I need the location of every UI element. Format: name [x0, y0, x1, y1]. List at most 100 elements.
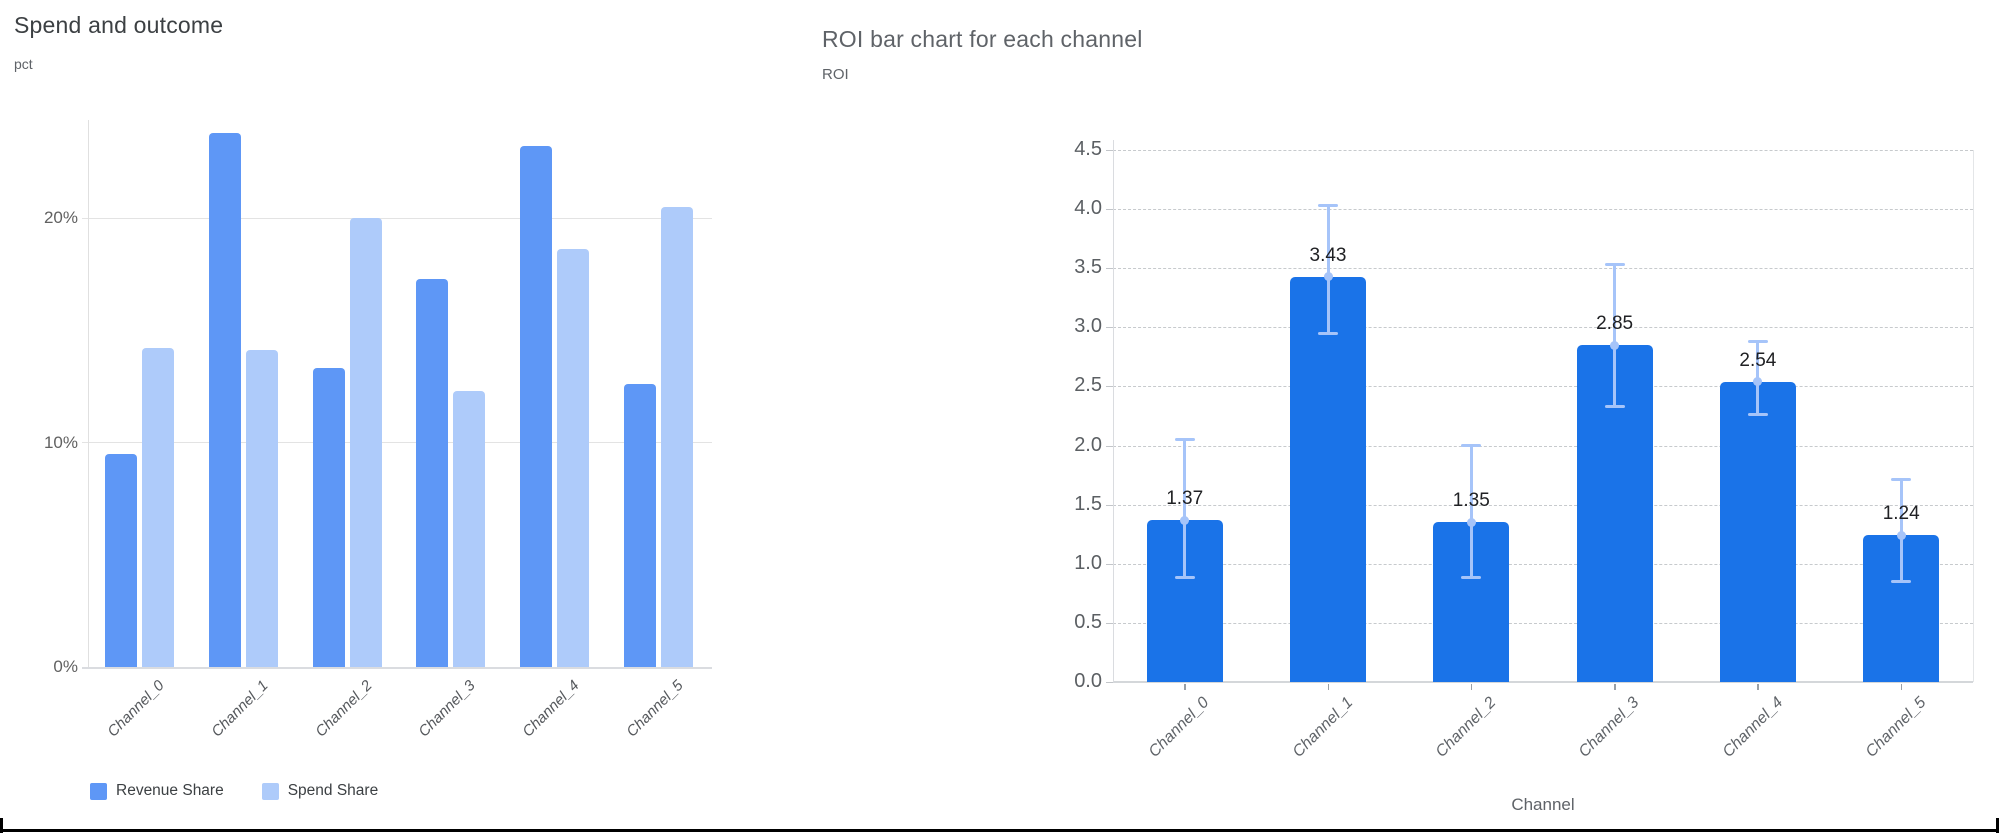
spend-share-legend-label: Spend Share — [287, 782, 379, 799]
right-x-tick-mark-channel_1 — [1327, 684, 1329, 690]
right-x-tick-mark-channel_4 — [1757, 684, 1759, 690]
error-bar-cap-bottom-channel_1 — [1318, 331, 1338, 335]
right-y-tick-mark-0.5 — [1106, 622, 1113, 624]
bar-revenue-share-channel_1 — [209, 132, 241, 667]
right-x-tick-mark-channel_2 — [1470, 684, 1473, 690]
right-plot-right-border — [1973, 150, 1974, 682]
right-y-tick-2.5: 2.5 — [1074, 374, 1102, 397]
legend-item-revenue-share: Revenue Share — [90, 782, 224, 800]
right-gridline-3.0 — [1113, 327, 1973, 329]
error-bar-cap-top-channel_5 — [1891, 478, 1912, 482]
error-bar-dot-channel_4 — [1753, 377, 1763, 387]
right-x-axis-line — [1113, 681, 1973, 683]
bottom-divider — [0, 829, 1999, 832]
right-gridline-2.5 — [1113, 386, 1973, 388]
bar-revenue-share-channel_3 — [416, 278, 449, 667]
bar-spend-share-channel_1 — [246, 350, 278, 667]
bar-spend-share-channel_0 — [142, 348, 175, 667]
error-bar-cap-top-channel_2 — [1461, 444, 1482, 448]
left-y-tick-0%: 0% — [53, 657, 78, 676]
left-gridline-0% — [82, 666, 712, 669]
error-bar-cap-top-channel_1 — [1318, 204, 1338, 208]
value-label-channel_3: 2.85 — [1596, 313, 1634, 335]
right-y-tick-1.0: 1.0 — [1074, 551, 1102, 574]
error-bar-line-channel_3 — [1613, 264, 1617, 407]
right-chart-y-axis-title: ROI — [822, 66, 849, 83]
right-gridline-1.0 — [1113, 563, 1973, 565]
right-y-tick-3.5: 3.5 — [1074, 256, 1102, 279]
error-bar-line-channel_2 — [1469, 445, 1473, 578]
right-y-tick-mark-4.5 — [1106, 150, 1113, 151]
bar-spend-share-channel_2 — [349, 218, 382, 667]
left-gridline-10% — [82, 442, 712, 443]
error-bar-dot-channel_5 — [1896, 530, 1906, 540]
error-bar-cap-bottom-channel_0 — [1174, 576, 1195, 580]
left-chart-legend: Revenue Share Spend Share — [90, 782, 378, 800]
value-label-channel_4: 2.54 — [1739, 349, 1777, 371]
bar-revenue-share-channel_4 — [520, 146, 553, 667]
right-y-tick-mark-4.0 — [1106, 209, 1113, 211]
left-x-label-channel_2: Channel_2 — [311, 677, 376, 741]
value-label-channel_0: 1.37 — [1166, 488, 1204, 510]
error-bar-cap-top-channel_3 — [1604, 263, 1625, 267]
right-x-tick-mark-channel_3 — [1614, 684, 1616, 690]
right-x-label-channel_5: Channel_5 — [1862, 694, 1930, 761]
right-x-label-channel_1: Channel_1 — [1289, 694, 1357, 761]
right-x-label-channel_2: Channel_2 — [1432, 694, 1500, 761]
bottom-right-edge — [1996, 818, 1999, 833]
right-y-tick-mark-1.0 — [1106, 563, 1113, 565]
right-y-tick-1.5: 1.5 — [1074, 492, 1102, 515]
left-x-label-channel_0: Channel_0 — [104, 677, 168, 741]
right-x-label-channel_3: Channel_3 — [1575, 694, 1643, 761]
right-y-tick-4.5: 4.5 — [1074, 138, 1102, 160]
error-bar-dot-channel_2 — [1466, 517, 1476, 527]
left-gridline-20% — [82, 217, 712, 219]
value-label-channel_1: 3.43 — [1309, 244, 1347, 266]
error-bar-dot-channel_1 — [1323, 272, 1333, 281]
bar-roi-channel_1 — [1290, 276, 1366, 682]
left-chart-title: Spend and outcome — [14, 12, 224, 38]
right-x-tick-mark-channel_5 — [1900, 684, 1903, 690]
right-x-label-channel_0: Channel_0 — [1145, 694, 1213, 761]
bar-spend-share-channel_5 — [660, 206, 693, 667]
bar-spend-share-channel_4 — [557, 249, 590, 667]
error-bar-dot-channel_0 — [1180, 515, 1190, 525]
bar-roi-channel_4 — [1719, 381, 1796, 682]
revenue-share-swatch — [90, 782, 107, 800]
error-bar-dot-channel_3 — [1610, 340, 1620, 350]
value-label-channel_2: 1.35 — [1452, 490, 1490, 512]
right-y-axis-line — [1113, 140, 1114, 682]
left-y-axis-line — [88, 120, 89, 667]
left-y-tick-20%: 20% — [43, 208, 78, 227]
bar-revenue-share-channel_0 — [105, 453, 138, 667]
right-x-label-channel_4: Channel_4 — [1719, 694, 1786, 761]
right-gridline-4.0 — [1113, 209, 1973, 211]
value-label-channel_5: 1.24 — [1882, 503, 1920, 525]
right-y-tick-mark-2.5 — [1106, 386, 1113, 388]
right-y-tick-mark-3.5 — [1106, 268, 1113, 270]
bar-spend-share-channel_3 — [453, 390, 486, 667]
right-y-tick-mark-3.0 — [1106, 327, 1113, 329]
left-x-label-channel_5: Channel_5 — [623, 677, 687, 741]
right-chart-x-axis-title: Channel — [1511, 795, 1575, 814]
left-x-label-channel_1: Channel_1 — [208, 677, 272, 741]
right-y-tick-3.0: 3.0 — [1074, 315, 1102, 338]
error-bar-cap-bottom-channel_4 — [1747, 413, 1768, 417]
right-y-tick-mark-1.5 — [1106, 504, 1113, 506]
left-chart-y-axis-title: pct — [14, 56, 33, 72]
left-y-tick-10%: 10% — [43, 432, 78, 452]
legend-item-spend-share: Spend Share — [261, 782, 379, 800]
error-bar-line-channel_5 — [1899, 479, 1903, 582]
error-bar-cap-bottom-channel_2 — [1461, 576, 1482, 580]
right-gridline-2.0 — [1113, 445, 1973, 447]
bar-revenue-share-channel_2 — [312, 368, 345, 667]
bottom-left-edge — [0, 818, 3, 833]
right-gridline-3.5 — [1113, 268, 1973, 270]
right-y-tick-2.0: 2.0 — [1074, 433, 1102, 456]
right-chart-title: ROI bar chart for each channel — [822, 26, 1143, 52]
error-bar-cap-bottom-channel_3 — [1604, 405, 1625, 409]
right-y-tick-0.5: 0.5 — [1074, 610, 1102, 633]
revenue-share-legend-label: Revenue Share — [116, 782, 224, 799]
right-y-tick-4.0: 4.0 — [1074, 197, 1102, 220]
error-bar-cap-bottom-channel_5 — [1891, 580, 1912, 583]
